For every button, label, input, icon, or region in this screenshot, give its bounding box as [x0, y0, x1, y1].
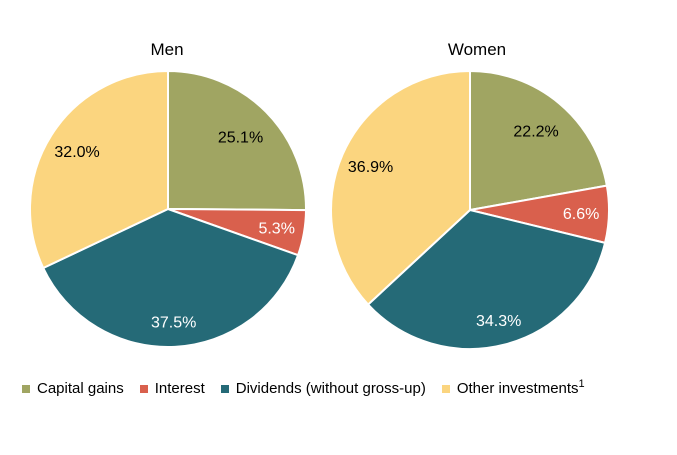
legend-label: Capital gains	[37, 380, 124, 397]
pie-slice-men-other-investments	[29, 70, 169, 270]
legend-swatch-icon-capital-gains	[22, 384, 30, 393]
legend-item-other-investments: Other investments1	[441, 378, 585, 398]
legend-item-capital-gains: Capital gains	[22, 380, 124, 397]
chart-legend: Capital gains Interest Dividends (without …	[22, 378, 585, 398]
pie-value-label-women-interest: 6.6%	[563, 206, 599, 223]
pie-slice-women-capital-gains	[469, 70, 608, 211]
pie-slice-men-capital-gains	[167, 70, 308, 212]
legend-swatch-icon-dividends-without-gross-up	[220, 384, 229, 393]
legend-label: Dividends (without gross-up)	[235, 380, 426, 397]
pie-value-label-women-other-investments: 36.9%	[348, 159, 393, 176]
pie-value-label-men-capital-gains: 25.1%	[218, 130, 263, 147]
chart-title-women: Women	[447, 40, 507, 59]
legend-label: Other investments1	[456, 378, 585, 398]
pie-slice-women-other-investments	[330, 70, 471, 306]
legend-swatch-icon-interest	[139, 384, 148, 393]
pie-value-label-women-dividends-without-gross-up: 34.3%	[476, 313, 521, 330]
legend-item-interest: Interest	[139, 380, 205, 397]
pie-value-label-men-interest: 5.3%	[258, 221, 294, 238]
legend-label: Interest	[154, 380, 205, 397]
legend-swatch-icon-other-investments	[441, 384, 450, 393]
pie-value-label-men-dividends-without-gross-up: 37.5%	[151, 315, 196, 332]
pie-slice-women-dividends-without-gross-up	[367, 209, 607, 350]
chart-title-men: Men	[150, 40, 184, 59]
legend-item-dividends-without-gross-up: Dividends (without gross-up)	[220, 380, 426, 397]
pie-value-label-women-capital-gains: 22.2%	[513, 124, 558, 141]
pie-charts-svg: 25.1% 5.3% 37.5% 32.0% 22.2% 6.6% 34.3% 36.9%	[29, 70, 610, 350]
pie-value-label-men-other-investments: 32.0%	[54, 144, 99, 161]
legend-footnote-marker: 1	[578, 378, 585, 390]
pie-slice-men-dividends-without-gross-up	[42, 208, 300, 348]
